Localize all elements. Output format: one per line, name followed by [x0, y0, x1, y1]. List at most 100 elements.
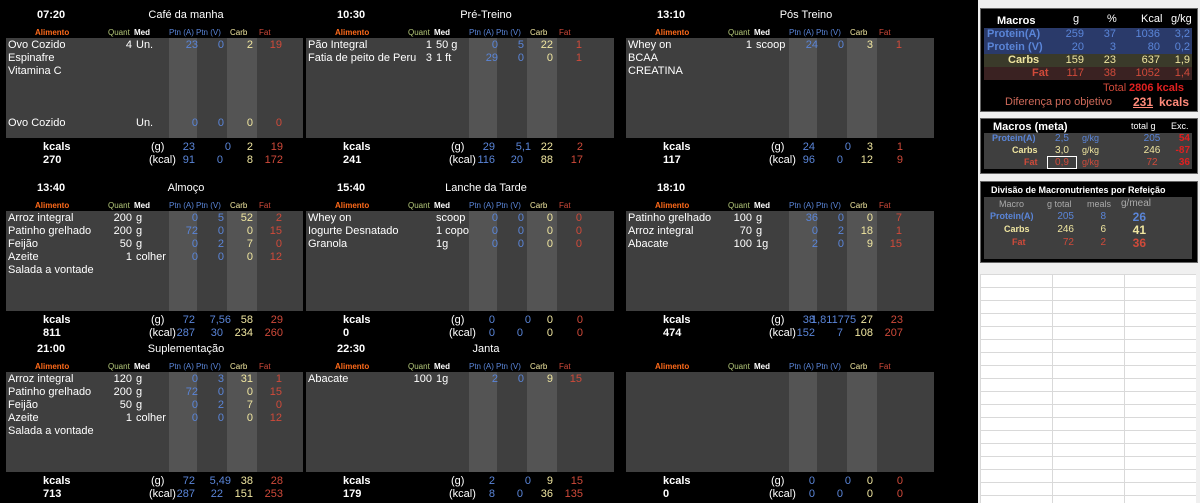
food-row[interactable]: Iogurte Desnatado 1 copo 0 0 0 0	[306, 225, 614, 238]
food-row[interactable]: BCAA	[626, 52, 934, 65]
food-table-body[interactable]	[306, 211, 614, 311]
food-row[interactable]: Vitamina C	[6, 65, 314, 78]
meal-time[interactable]: 07:20	[37, 9, 66, 21]
food-row[interactable]: Salada a vontade	[6, 264, 314, 277]
food-row[interactable]: CREATINA	[626, 65, 934, 78]
food-med[interactable]: 1 copo	[436, 225, 470, 237]
food-row[interactable]: Ovo Cozido Un. 0 0 0 0	[6, 117, 314, 130]
food-row[interactable]: Arroz integral 120 g 0 3 31 1	[6, 373, 314, 386]
meal-name[interactable]: Janta	[472, 343, 500, 355]
food-row[interactable]: Espinafre	[6, 52, 314, 65]
food-med[interactable]: 50 g	[436, 39, 458, 51]
food-name[interactable]: BCAA	[628, 52, 658, 64]
food-row[interactable]: Salada a vontade	[6, 425, 314, 438]
meal-time[interactable]: 13:40	[37, 182, 66, 194]
food-med[interactable]: scoop	[756, 39, 786, 51]
meal-time[interactable]: 13:10	[657, 9, 686, 21]
food-quant[interactable]: 1	[745, 39, 752, 51]
food-name[interactable]: Abacate	[628, 238, 669, 250]
food-name[interactable]: Patinho grelhado	[628, 212, 712, 224]
food-table-body[interactable]	[626, 211, 934, 311]
food-quant[interactable]: 100	[733, 238, 752, 250]
food-med[interactable]: g	[136, 399, 143, 411]
meal-name[interactable]: Almoço	[167, 182, 205, 194]
food-row[interactable]: Patinho grelhado 200 g 72 0 0 15	[6, 225, 314, 238]
food-name[interactable]: Arroz integral	[8, 373, 74, 385]
meta-value[interactable]: 0,9	[1047, 156, 1077, 169]
food-name[interactable]: Espinafre	[8, 52, 55, 64]
food-quant[interactable]: 100	[413, 373, 432, 385]
food-quant[interactable]: 4	[125, 39, 132, 51]
food-quant[interactable]: 3	[425, 52, 432, 64]
meal-name[interactable]: Lanche da Tarde	[445, 182, 527, 194]
food-quant[interactable]: 50	[119, 399, 132, 411]
food-med[interactable]: 1 ft	[436, 52, 452, 64]
food-row[interactable]: Pão Integral 1 50 g 0 5 22 1	[306, 39, 614, 52]
meal-time[interactable]: 22:30	[337, 343, 366, 355]
food-row[interactable]: Azeite 1 colher 0 0 0 12	[6, 251, 314, 264]
food-table-body[interactable]	[6, 38, 314, 138]
food-name[interactable]: Vitamina C	[8, 65, 62, 77]
food-name[interactable]: Whey on	[628, 39, 672, 51]
food-name[interactable]: Feijão	[8, 238, 38, 250]
food-med[interactable]: Un.	[136, 39, 154, 51]
food-row[interactable]: Patinho grelhado 200 g 72 0 0 15	[6, 386, 314, 399]
food-quant[interactable]: 1	[125, 412, 132, 424]
food-name[interactable]: Fatia de peito de Peru	[308, 52, 417, 64]
food-row[interactable]: Arroz integral 200 g 0 5 52 2	[6, 212, 314, 225]
food-row[interactable]	[6, 78, 314, 91]
meal-name[interactable]: Café da manha	[148, 9, 224, 21]
food-name[interactable]: Whey on	[308, 212, 352, 224]
food-med[interactable]: scoop	[436, 212, 466, 224]
food-quant[interactable]: 100	[733, 212, 752, 224]
food-name[interactable]: Salada a vontade	[8, 425, 94, 437]
divisao-meals[interactable]: 2	[1100, 237, 1106, 248]
food-row[interactable]	[6, 91, 314, 104]
divisao-meals[interactable]: 8	[1100, 211, 1106, 222]
food-row[interactable]: Abacate 100 1g 2 0 9 15	[306, 373, 614, 386]
food-med[interactable]: Un.	[136, 117, 154, 129]
food-quant[interactable]: 50	[119, 238, 132, 250]
food-med[interactable]: g	[136, 373, 143, 385]
food-row[interactable]: Whey on scoop 0 0 0 0	[306, 212, 614, 225]
food-name[interactable]: Iogurte Desnatado	[308, 225, 399, 237]
food-med[interactable]: colher	[136, 412, 166, 424]
food-table-body[interactable]	[626, 38, 934, 138]
meal-time[interactable]: 15:40	[337, 182, 366, 194]
food-row[interactable]: Feijão 50 g 0 2 7 0	[6, 399, 314, 412]
food-quant[interactable]: 1	[125, 251, 132, 263]
meta-value[interactable]: 3,0	[1055, 145, 1069, 156]
food-med[interactable]: g	[756, 225, 763, 237]
food-name[interactable]: CREATINA	[628, 65, 683, 77]
food-row[interactable]: Arroz integral 70 g 0 2 18 1	[626, 225, 934, 238]
food-name[interactable]: Patinho grelhado	[8, 386, 92, 398]
meal-name[interactable]: Pós Treino	[779, 9, 833, 21]
food-row[interactable]: Ovo Cozido 4 Un. 23 0 2 19	[6, 39, 314, 52]
food-quant[interactable]: 200	[113, 212, 132, 224]
food-table-body[interactable]	[306, 38, 614, 138]
food-quant[interactable]: 200	[113, 225, 132, 237]
food-name[interactable]: Feijão	[8, 399, 38, 411]
meal-name[interactable]: Suplementação	[147, 343, 225, 355]
food-name[interactable]: Pão Integral	[308, 39, 368, 51]
food-row[interactable]: Abacate 100 1g 2 0 9 15	[626, 238, 934, 251]
food-quant[interactable]: 70	[739, 225, 752, 237]
food-name[interactable]: Arroz integral	[8, 212, 74, 224]
divisao-meals[interactable]: 6	[1100, 224, 1106, 235]
food-name[interactable]: Salada a vontade	[8, 264, 94, 276]
food-row[interactable]: Azeite 1 colher 0 0 0 12	[6, 412, 314, 425]
food-med[interactable]: g	[136, 386, 143, 398]
food-row[interactable]: Patinho grelhado 100 g 36 0 0 7	[626, 212, 934, 225]
meal-time[interactable]: 10:30	[337, 9, 366, 21]
food-quant[interactable]: 120	[113, 373, 132, 385]
food-name[interactable]: Patinho grelhado	[8, 225, 92, 237]
meal-name[interactable]: Pré-Treino	[460, 9, 512, 21]
food-med[interactable]: colher	[136, 251, 166, 263]
food-name[interactable]: Azeite	[8, 412, 39, 424]
food-name[interactable]: Arroz integral	[628, 225, 694, 237]
food-med[interactable]: g	[756, 212, 763, 224]
food-row[interactable]: Feijão 50 g 0 2 7 0	[6, 238, 314, 251]
food-row[interactable]: Granola 1g 0 0 0 0	[306, 238, 614, 251]
food-name[interactable]: Azeite	[8, 251, 39, 263]
food-med[interactable]: g	[136, 225, 143, 237]
